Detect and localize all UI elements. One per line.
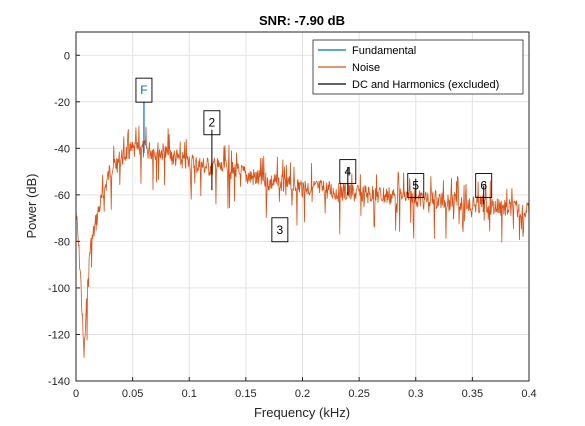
- x-axis-label: Frequency (kHz): [254, 405, 350, 420]
- x-tick-label: 0.05: [122, 388, 143, 400]
- y-tick-label: -40: [54, 143, 70, 155]
- marker-box: [475, 173, 493, 199]
- marker-label: 3: [277, 223, 284, 237]
- marker-box: [135, 77, 153, 103]
- marker-box: [407, 173, 425, 199]
- marker-label: 5: [412, 179, 419, 193]
- y-tick-label: -140: [48, 376, 70, 388]
- x-tick-label: 0.25: [348, 388, 369, 400]
- x-tick-label: 0.3: [408, 388, 423, 400]
- marker-box: [339, 159, 357, 185]
- legend-label-harmonics: DC and Harmonics (excluded): [352, 79, 499, 91]
- y-tick-label: -20: [54, 97, 70, 109]
- legend-label-noise: Noise: [352, 62, 380, 74]
- y-tick-label: -80: [54, 236, 70, 248]
- y-tick-label: 0: [64, 50, 70, 62]
- legend-label-fundamental: Fundamental: [352, 45, 416, 57]
- legend: Fundamental Noise DC and Harmonics (excl…: [312, 39, 524, 95]
- ticks: 0 0.05 0.1 0.15 0.2 0.25 0.3 0.35 0.4 0 -20 -40 -60 -…: [48, 50, 537, 400]
- x-tick-label: 0.1: [182, 388, 197, 400]
- x-tick-label: 0.2: [295, 388, 310, 400]
- x-tick-label: 0.15: [235, 388, 256, 400]
- marker-label: 2: [209, 116, 216, 130]
- y-tick-label: -100: [48, 283, 70, 295]
- marker-label: F: [140, 83, 147, 97]
- series-layer: [75, 101, 530, 358]
- marker-box: [271, 217, 289, 243]
- y-axis-label: Power (dB): [24, 173, 39, 238]
- x-tick-label: 0.35: [462, 388, 483, 400]
- x-tick-label: 0: [73, 388, 79, 400]
- noise-trace: [75, 125, 530, 358]
- marker-box: [203, 110, 221, 136]
- y-tick-label: -120: [48, 329, 70, 341]
- marker-label: 4: [344, 165, 351, 179]
- legend-box: [312, 39, 524, 95]
- y-tick-label: -60: [54, 190, 70, 202]
- chart-title: SNR: -7.90 dB: [259, 13, 345, 28]
- x-tick-label: 0.4: [521, 388, 536, 400]
- marker-label: 6: [480, 179, 487, 193]
- marker-layer: F 2 3 4 5 6: [135, 77, 493, 243]
